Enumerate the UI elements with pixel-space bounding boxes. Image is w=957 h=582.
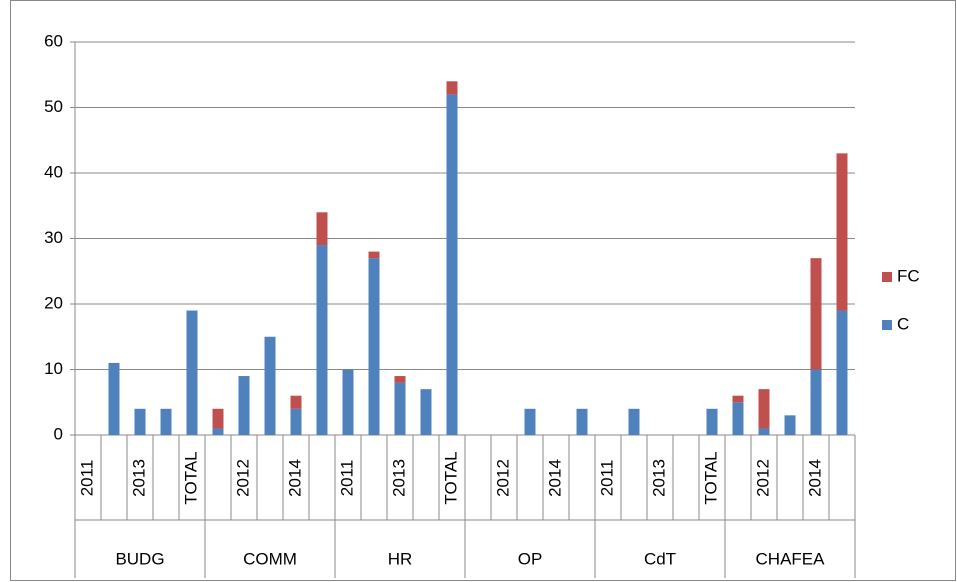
bar-segment xyxy=(108,362,120,435)
bar-segment xyxy=(420,389,432,435)
group-label: CdT xyxy=(644,549,676,568)
bar-segment xyxy=(264,336,276,435)
bar-segment xyxy=(576,408,588,435)
bar-segment xyxy=(368,258,380,435)
legend-swatch xyxy=(882,320,892,330)
bar-segment xyxy=(446,94,458,436)
legend-label: FC xyxy=(897,266,920,285)
group-label: OP xyxy=(518,549,543,568)
bar-segment xyxy=(394,376,406,383)
bar-segment xyxy=(758,389,770,429)
bar-segment xyxy=(836,310,848,435)
x-tick-label: 2014 xyxy=(805,459,824,497)
group-label: HR xyxy=(388,549,413,568)
bar-segment xyxy=(446,81,458,95)
x-tick-label: 2011 xyxy=(77,460,96,497)
x-tick-label: TOTAL xyxy=(701,451,720,504)
x-tick-label: 2012 xyxy=(233,459,252,497)
bar-segment xyxy=(316,245,328,435)
y-tick-label: 60 xyxy=(44,31,63,50)
bar-segment xyxy=(810,258,822,370)
group-label: COMM xyxy=(243,549,297,568)
bar-segment xyxy=(134,408,146,435)
y-tick-label: 10 xyxy=(44,359,63,378)
bar-segment xyxy=(706,408,718,435)
group-label: BUDG xyxy=(115,549,164,568)
bar-segment xyxy=(186,310,198,435)
x-tick-label: 2013 xyxy=(649,459,668,497)
bar-segment xyxy=(342,369,354,435)
x-tick-label: 2013 xyxy=(129,459,148,497)
bar-segment xyxy=(836,153,848,311)
y-tick-label: 20 xyxy=(44,293,63,312)
group-label: CHAFEA xyxy=(756,549,826,568)
legend-label: C xyxy=(897,314,909,333)
y-tick-label: 30 xyxy=(44,228,63,247)
bar-segment xyxy=(238,376,250,435)
bar-segment xyxy=(290,395,302,409)
bar-segment xyxy=(160,408,172,435)
x-tick-label: 2013 xyxy=(389,459,408,497)
bar-segment xyxy=(732,402,744,435)
legend-swatch xyxy=(882,272,892,282)
bar-segment xyxy=(394,382,406,435)
x-tick-label: 2012 xyxy=(493,459,512,497)
x-tick-label: TOTAL xyxy=(181,451,200,504)
bar-segment xyxy=(732,395,744,403)
bar-segment xyxy=(524,408,536,435)
bar-segment xyxy=(290,408,302,435)
x-tick-label: 2011 xyxy=(337,460,356,497)
y-tick-label: 0 xyxy=(54,424,63,443)
x-tick-label: 2014 xyxy=(285,459,304,497)
y-tick-label: 50 xyxy=(44,97,63,116)
bar-segment xyxy=(368,251,380,259)
bar-segment xyxy=(784,415,796,435)
x-tick-label: 2014 xyxy=(545,459,564,497)
bar-segment xyxy=(316,212,328,246)
x-tick-label: 2012 xyxy=(753,459,772,497)
x-tick-label: TOTAL xyxy=(441,451,460,504)
y-tick-label: 40 xyxy=(44,162,63,181)
chart-border xyxy=(10,0,956,581)
x-tick-label: 2011 xyxy=(597,460,616,497)
bar-segment xyxy=(628,408,640,435)
bar-segment xyxy=(212,428,224,435)
bar-segment xyxy=(810,369,822,435)
bar-segment xyxy=(758,428,770,435)
bar-segment xyxy=(212,408,224,429)
